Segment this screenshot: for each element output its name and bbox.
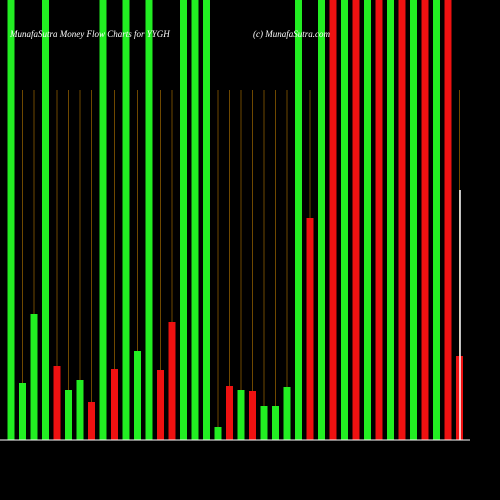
bar (433, 0, 440, 440)
bar (306, 218, 314, 440)
bar (157, 370, 164, 440)
bar (341, 0, 348, 440)
bar (260, 406, 268, 440)
bar (122, 0, 130, 440)
credit: (c) MunafaSutra.com (253, 29, 330, 39)
bar (99, 0, 107, 440)
bar (398, 0, 406, 440)
bar (111, 369, 118, 440)
bar (30, 314, 38, 440)
bar (410, 0, 417, 440)
bar (226, 386, 233, 440)
bar (318, 0, 325, 440)
bar (88, 402, 95, 440)
bar (249, 391, 256, 440)
bar (65, 390, 72, 440)
bar (444, 0, 452, 440)
bar (134, 351, 141, 440)
bar (387, 0, 394, 440)
bar (145, 0, 153, 440)
bar (364, 0, 371, 440)
bar (42, 0, 49, 440)
bar (283, 387, 291, 440)
bar (295, 0, 302, 440)
bar (352, 0, 360, 440)
bar (7, 0, 15, 440)
bar (168, 322, 176, 440)
bar (76, 380, 84, 440)
bar (237, 390, 245, 440)
bars (7, 0, 463, 440)
bar (19, 383, 26, 440)
bar (375, 0, 383, 440)
bar (329, 0, 337, 440)
bar (214, 427, 222, 440)
chart-title: MunafaSutra Money Flow Charts for YYGH (9, 29, 170, 39)
bar (421, 0, 429, 440)
bar (53, 366, 61, 440)
bar (191, 0, 199, 440)
bar (272, 406, 279, 440)
bar (180, 0, 187, 440)
bar (203, 0, 210, 440)
